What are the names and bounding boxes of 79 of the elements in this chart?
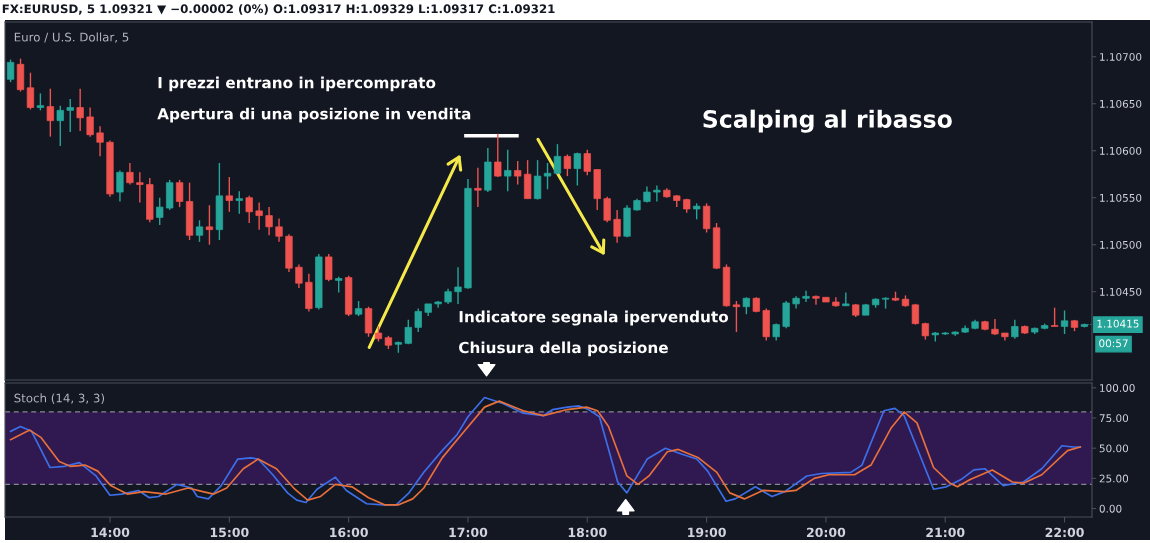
y-tick-label: 1.10650	[1100, 99, 1142, 108]
candlestick	[265, 206, 273, 236]
candlestick	[563, 153, 572, 177]
candlestick	[802, 290, 810, 303]
x-tick-label: 14:00	[91, 527, 130, 538]
candlestick	[136, 171, 144, 204]
candlestick	[1060, 309, 1069, 335]
y-tick-label: 1.10700	[1100, 52, 1142, 61]
x-tick-label: 16:00	[330, 527, 368, 538]
candlestick	[991, 318, 999, 336]
candlestick	[702, 202, 711, 234]
text: Stoch (14, 3, 3)	[14, 393, 105, 404]
x-tick-label: 22:00	[1045, 527, 1084, 538]
x-tick-label: 19:00	[688, 527, 726, 538]
candlestick	[404, 319, 412, 345]
x-tick-label: 21:00	[926, 527, 965, 538]
x-tick-label: 18:00	[568, 527, 607, 538]
candlestick	[225, 176, 233, 213]
candlestick	[96, 125, 104, 158]
candlestick	[533, 159, 542, 201]
candlestick	[583, 149, 591, 176]
y-tick-label: 1.10450	[1100, 287, 1142, 296]
candlestick	[812, 294, 820, 306]
candlestick	[613, 209, 621, 244]
candlestick	[653, 184, 661, 203]
candlestick	[76, 88, 84, 132]
candlestick	[126, 162, 134, 186]
candlestick	[255, 201, 263, 231]
candlestick	[454, 266, 462, 305]
candlestick	[514, 160, 522, 186]
y-tick-label: 75.00	[1099, 414, 1129, 423]
y-tick-label: 0.00	[1099, 504, 1122, 513]
annotation: 1.10415	[1097, 319, 1139, 328]
y-tick-label: 25.00	[1099, 474, 1129, 483]
y-tick-label: 1.10500	[1100, 240, 1142, 249]
x-tick-label: 15:00	[210, 527, 249, 538]
candlestick	[543, 162, 552, 190]
candlestick	[235, 190, 243, 215]
x-tick-label: 17:00	[449, 527, 488, 538]
candlestick	[504, 149, 512, 192]
candlestick	[1050, 306, 1059, 328]
y-tick-label: 1.10550	[1100, 193, 1142, 202]
candlestick	[275, 217, 283, 243]
candlestick	[573, 151, 581, 187]
candlestick	[6, 58, 15, 83]
candlestick	[782, 300, 790, 330]
candlestick	[195, 219, 204, 243]
candlestick	[842, 291, 850, 307]
candlestick	[295, 263, 303, 289]
y-tick-label: 100.00	[1100, 384, 1135, 392]
candlestick	[414, 307, 422, 333]
chart-title: FX:EURUSD, 5 1.09321 ▼ −0.00002 (0%) O:1.09317 H:1.09329 L:1.09317 C:1.09321	[2, 4, 555, 15]
candlestick	[603, 196, 611, 223]
candlestick	[46, 88, 54, 138]
annotation: Euro / U.S. Dollar, 5	[14, 32, 129, 43]
candlestick	[26, 72, 35, 111]
x-tick-label: 20:00	[807, 527, 846, 538]
candlestick	[325, 253, 333, 283]
annotation: Scalping al ribasso	[703, 109, 952, 133]
text: 00:57	[1099, 339, 1128, 348]
candlestick	[732, 300, 741, 333]
annotation: I prezzi entrano in ipercomprato	[158, 76, 436, 92]
candlestick	[494, 133, 502, 178]
candlestick	[1011, 319, 1019, 340]
candlestick	[205, 204, 214, 246]
candlestick	[116, 169, 124, 203]
candlestick	[474, 166, 482, 208]
candlestick	[86, 106, 94, 138]
candlestick	[553, 143, 562, 175]
y-tick-label: 50.00	[1099, 444, 1129, 453]
annotation: Apertura di una posizione in vendita	[157, 107, 471, 123]
candlestick	[175, 179, 184, 208]
candlestick	[56, 104, 64, 147]
candlestick	[66, 98, 74, 133]
candlestick	[156, 197, 164, 226]
annotation: Chiusura della posizione	[459, 341, 668, 357]
candlestick	[245, 195, 253, 224]
y-tick-label: 1.10600	[1100, 146, 1142, 155]
annotation: Indicatore segnala ipervenduto	[459, 310, 729, 326]
